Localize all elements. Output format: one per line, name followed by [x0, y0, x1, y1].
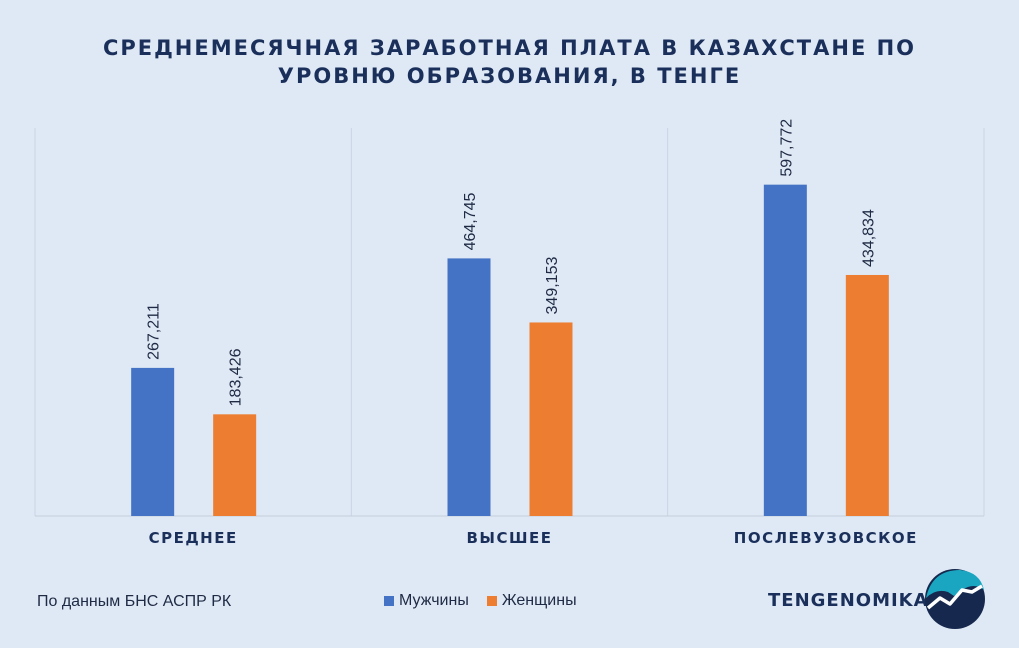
logo-line	[926, 584, 983, 610]
data-label: 349,153	[544, 257, 561, 315]
data-label: 434,834	[860, 209, 877, 267]
chart-title-line-1: СРЕДНЕМЕСЯЧНАЯ ЗАРАБОТНАЯ ПЛАТА В КАЗАХС…	[102, 36, 917, 60]
legend-item-women: Женщины	[486, 592, 577, 610]
data-label: 464,745	[462, 192, 479, 250]
bar-men	[131, 367, 175, 516]
bar-men	[763, 184, 807, 516]
tengenomika-logo-icon	[925, 569, 985, 629]
data-label: 597,772	[778, 119, 795, 177]
chart-title-line-2: УРОВНЮ ОБРАЗОВАНИЯ, В ТЕНГЕ	[277, 64, 742, 88]
chart-title: СРЕДНЕМЕСЯЧНАЯ ЗАРАБОТНАЯ ПЛАТА В КАЗАХС…	[0, 34, 1019, 90]
legend-item-men: Мужчины	[384, 592, 469, 610]
brand-name: TENGENOMIKA	[768, 590, 929, 611]
bar-women	[529, 322, 573, 516]
data-label: 183,426	[228, 348, 245, 406]
category-label: ПОСЛЕВУЗОВСКОЕ	[734, 529, 918, 547]
legend-swatch-men	[384, 596, 394, 606]
bar-women	[213, 414, 257, 516]
bar-women	[845, 274, 889, 516]
bar-men	[447, 258, 491, 516]
category-label: ВЫСШЕЕ	[466, 529, 552, 547]
legend: Мужчины Женщины	[384, 592, 595, 610]
source-note: По данным БНС АСПР РК	[37, 593, 232, 610]
data-label: 267,211	[146, 303, 163, 360]
logo-wave	[926, 570, 984, 598]
legend-swatch-women	[486, 596, 497, 606]
legend-label-women: Женщины	[501, 592, 577, 609]
legend-label-men: Мужчины	[399, 592, 469, 609]
category-label: СРЕДНЕЕ	[149, 529, 238, 547]
